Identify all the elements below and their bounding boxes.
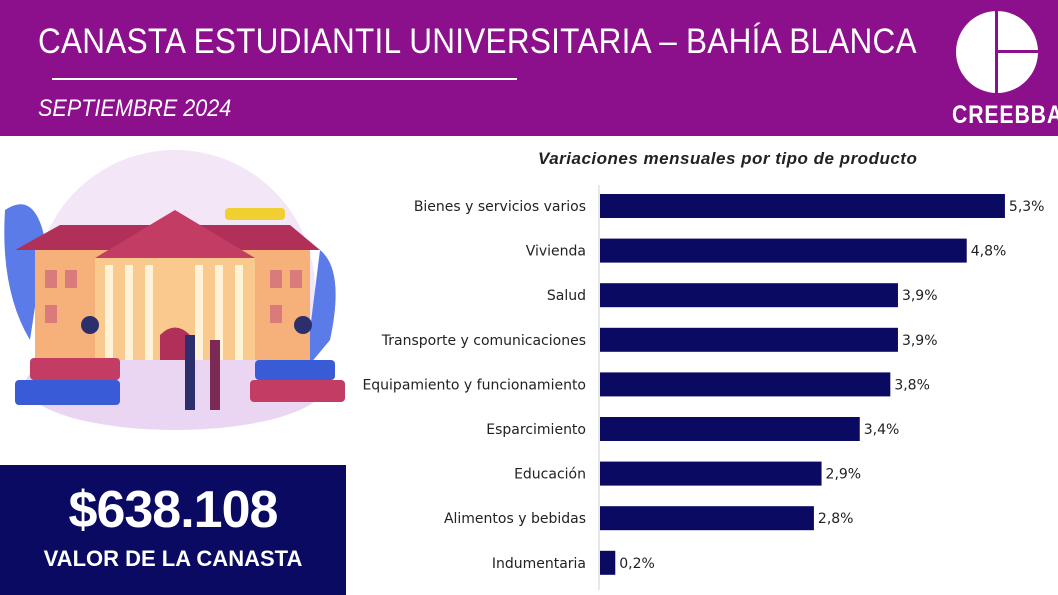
- title-divider: [52, 78, 517, 80]
- university-illustration: [4, 150, 345, 430]
- category-label: Indumentaria: [492, 556, 586, 572]
- page-subtitle: SEPTIEMBRE 2024: [38, 95, 232, 122]
- data-label: 5,3%: [1009, 199, 1045, 215]
- data-label: 0,2%: [619, 556, 655, 572]
- bar: [600, 327, 898, 352]
- data-label: 3,9%: [902, 333, 938, 349]
- bar: [600, 194, 1005, 218]
- category-label: Educación: [514, 467, 586, 483]
- category-label: Transporte y comunicaciones: [381, 333, 586, 349]
- data-label: 3,8%: [894, 377, 930, 393]
- category-label: Vivienda: [526, 244, 586, 260]
- basket-value: $638.108: [68, 481, 279, 539]
- bar-chart: Bienes y servicios varios 5,3% Vivienda 4,8…: [362, 185, 1045, 590]
- data-label: 3,4%: [864, 422, 900, 438]
- data-label: 4,8%: [971, 244, 1007, 260]
- header-banner: CANASTA ESTUDIANTIL UNIVERSITARIA – BAHÍ…: [0, 0, 1058, 136]
- data-label: 3,9%: [902, 288, 938, 304]
- logo-text: CREEBBA: [952, 101, 1058, 129]
- category-label: Equipamiento y funcionamiento: [362, 377, 586, 393]
- bar: [600, 283, 898, 308]
- bar: [600, 238, 967, 263]
- category-label: Alimentos y bebidas: [444, 511, 586, 527]
- creebba-logo-icon: [956, 10, 1039, 94]
- bar: [600, 372, 891, 397]
- basket-value-label: VALOR DE LA CANASTA: [43, 546, 303, 571]
- page-title: CANASTA ESTUDIANTIL UNIVERSITARIA – BAHÍ…: [38, 22, 917, 61]
- data-label: 2,8%: [818, 511, 854, 527]
- category-label: Salud: [547, 288, 586, 304]
- bar: [600, 550, 616, 575]
- chart-title: Variaciones mensuales por tipo de produc…: [538, 149, 918, 168]
- bar: [600, 506, 814, 531]
- bar: [600, 417, 860, 441]
- category-label: Esparcimiento: [486, 422, 586, 438]
- data-label: 2,9%: [826, 467, 862, 483]
- category-label: Bienes y servicios varios: [414, 199, 586, 215]
- bar: [600, 461, 822, 486]
- basket-value-box: $638.108 VALOR DE LA CANASTA: [0, 465, 346, 595]
